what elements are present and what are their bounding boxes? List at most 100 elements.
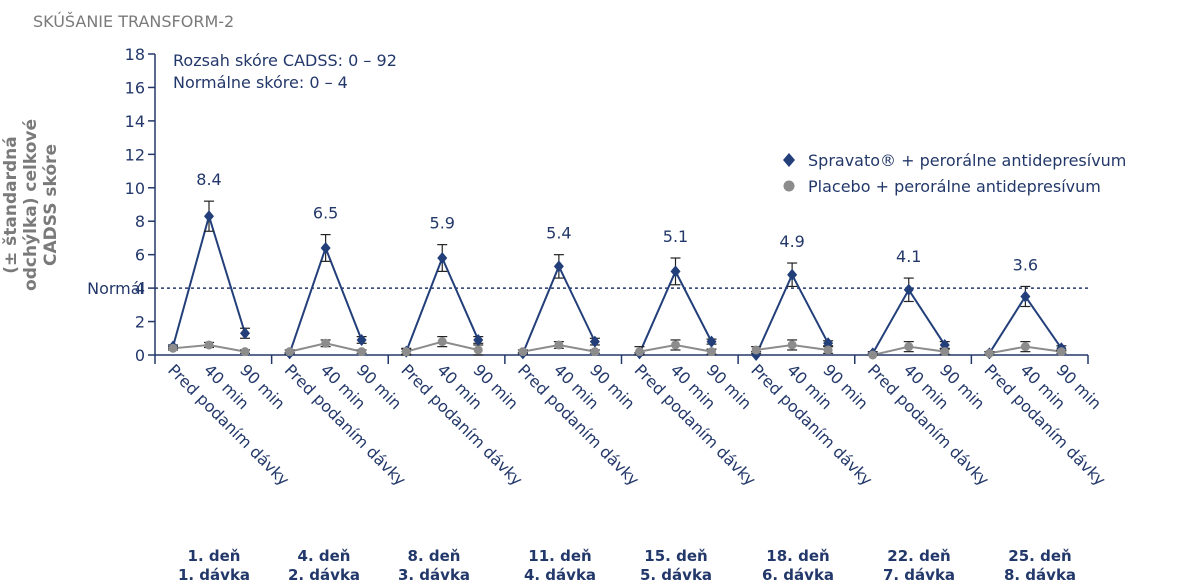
placebo-point bbox=[868, 350, 878, 360]
day-label: 18. deň bbox=[766, 547, 829, 565]
y-tick-label: 6 bbox=[135, 246, 145, 265]
spravato-point bbox=[670, 265, 681, 278]
placebo-point bbox=[240, 347, 250, 357]
spravato-point bbox=[1020, 290, 1031, 303]
spravato-point bbox=[473, 333, 484, 346]
placebo-point bbox=[204, 340, 214, 350]
score-note: Rozsah skóre CADSS: 0 – 92 bbox=[173, 51, 397, 70]
day-label: 8. deň bbox=[408, 547, 461, 565]
y-axis-title-line: CADSS skóre bbox=[41, 144, 61, 266]
spravato-point bbox=[787, 268, 798, 281]
y-tick-label: 0 bbox=[135, 346, 145, 365]
placebo-point bbox=[401, 347, 411, 357]
placebo-point bbox=[518, 347, 528, 357]
placebo-point bbox=[168, 343, 178, 353]
day-label: 15. deň bbox=[644, 547, 707, 565]
series-line bbox=[288, 245, 363, 354]
day-label: 25. deň bbox=[1008, 547, 1071, 565]
normal-label: Normál bbox=[87, 279, 145, 298]
day-label: 1. deň bbox=[188, 547, 241, 565]
dose-label: 1. dávka bbox=[178, 566, 250, 584]
day-label: 4. deň bbox=[298, 547, 351, 565]
normal-line: Normál bbox=[87, 279, 1088, 298]
y-axis-label: Priemerné(± štandardnáodchýlka) celkovéC… bbox=[0, 119, 61, 291]
y-axis: 0 2 4 6 8 10 12 14 16 18 bbox=[125, 45, 156, 365]
peak-value-label: 5.9 bbox=[430, 214, 455, 233]
placebo-point bbox=[357, 347, 367, 357]
spravato-point bbox=[240, 327, 250, 340]
score-note: Normálne skóre: 0 – 4 bbox=[173, 73, 348, 92]
dose-label: 2. dávka bbox=[288, 566, 360, 584]
series-lines bbox=[172, 212, 1063, 356]
placebo-point bbox=[940, 347, 950, 357]
legend-spravato-marker bbox=[783, 153, 795, 167]
placebo-point bbox=[285, 347, 295, 357]
series-line bbox=[521, 263, 596, 354]
dose-label: 6. dávka bbox=[762, 566, 834, 584]
y-tick-label: 14 bbox=[125, 112, 145, 131]
spravato-point bbox=[320, 241, 331, 254]
placebo-point bbox=[751, 345, 761, 355]
dose-label: 3. dávka bbox=[398, 566, 470, 584]
spravato-point bbox=[553, 260, 564, 273]
placebo-point bbox=[437, 337, 447, 347]
legend-label: Spravato® + perorálne antidepresívum bbox=[808, 151, 1126, 170]
y-axis-title-line: Priemerné bbox=[0, 155, 1, 254]
data-markers bbox=[168, 210, 1067, 361]
spravato-point bbox=[356, 333, 367, 346]
placebo-point bbox=[823, 345, 833, 355]
peak-value-label: 4.9 bbox=[779, 232, 804, 251]
legend-label: Placebo + perorálne antidepresívum bbox=[808, 177, 1101, 196]
dose-label: 8. dávka bbox=[1004, 566, 1076, 584]
series-line bbox=[172, 212, 246, 347]
y-axis-title: Priemerné(± štandardnáodchýlka) celkovéC… bbox=[0, 119, 61, 291]
dose-label: 5. dávka bbox=[640, 566, 712, 584]
peak-value-label: 8.4 bbox=[196, 170, 221, 189]
spravato-point bbox=[437, 252, 448, 265]
peak-value-label: 5.1 bbox=[663, 227, 688, 246]
y-tick-label: 18 bbox=[125, 45, 145, 64]
dose-label: 7. dávka bbox=[883, 566, 955, 584]
placebo-point bbox=[321, 338, 331, 348]
legend: Spravato® + perorálne antidepresívum Plac… bbox=[783, 151, 1126, 196]
x-axis bbox=[154, 354, 1089, 364]
y-axis-title-line: (± štandardná bbox=[1, 136, 21, 274]
placebo-point bbox=[671, 340, 680, 350]
placebo-point bbox=[554, 340, 564, 350]
peak-value-label: 3.6 bbox=[1013, 255, 1038, 274]
placebo-point bbox=[635, 347, 644, 357]
y-tick-label: 4 bbox=[135, 279, 145, 298]
error-bars bbox=[168, 200, 1067, 356]
placebo-point bbox=[787, 340, 797, 350]
peak-labels: 8.4 6.5 5.9 5.4 5.1 4.9 4.1 3.6 bbox=[196, 170, 1038, 274]
legend-placebo-marker bbox=[783, 180, 795, 192]
spravato-point bbox=[589, 335, 600, 348]
chart-title: SKÚŠANIE TRANSFORM-2 bbox=[33, 12, 234, 31]
spravato-point bbox=[706, 335, 717, 348]
y-tick-label: 12 bbox=[125, 145, 145, 164]
y-tick-label: 2 bbox=[135, 313, 145, 332]
placebo-point bbox=[1056, 347, 1066, 357]
day-label: 11. deň bbox=[528, 547, 591, 565]
y-axis-title-line: odchýlka) celkové bbox=[21, 119, 41, 291]
placebo-point bbox=[904, 342, 914, 352]
placebo-point bbox=[1020, 342, 1030, 352]
peak-value-label: 4.1 bbox=[896, 247, 921, 266]
spravato-point bbox=[204, 210, 214, 223]
placebo-point bbox=[473, 345, 483, 355]
peak-value-label: 5.4 bbox=[546, 224, 571, 243]
placebo-point bbox=[590, 347, 600, 357]
peak-value-label: 6.5 bbox=[313, 204, 338, 223]
y-tick-label: 8 bbox=[135, 212, 145, 231]
day-label: 22. deň bbox=[887, 547, 950, 565]
score-notes: Rozsah skóre CADSS: 0 – 92 Normálne skóre… bbox=[173, 51, 397, 92]
dose-label: 4. dávka bbox=[524, 566, 596, 584]
spravato-point bbox=[903, 283, 914, 296]
y-tick-label: 10 bbox=[125, 179, 145, 198]
y-tick-label: 16 bbox=[125, 78, 145, 97]
placebo-point bbox=[707, 347, 716, 357]
placebo-point bbox=[984, 348, 994, 358]
